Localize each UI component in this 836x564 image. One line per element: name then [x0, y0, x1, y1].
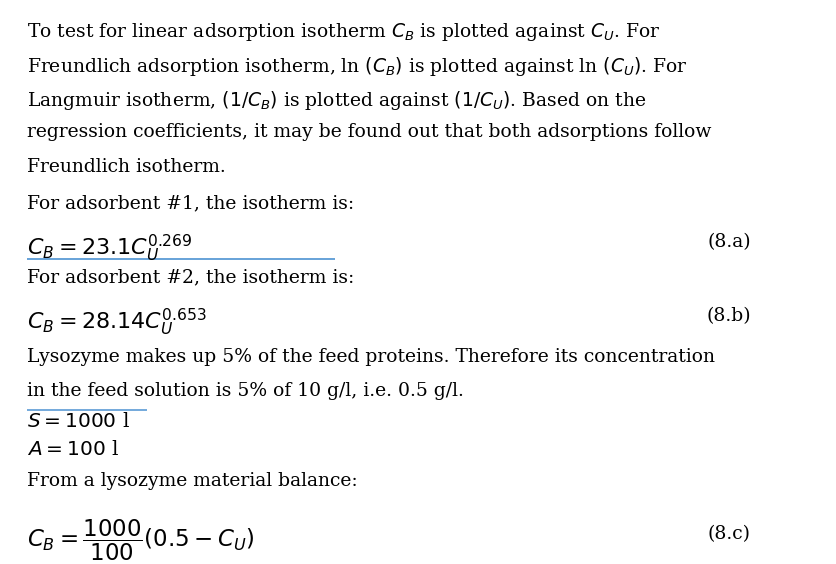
Text: For adsorbent #2, the isotherm is:: For adsorbent #2, the isotherm is: — [28, 268, 354, 287]
Text: Langmuir isotherm, $(1/C_B)$ is plotted against $(1/C_U)$. Based on the: Langmuir isotherm, $(1/C_B)$ is plotted … — [28, 89, 646, 112]
Text: $S = 1000$ l: $S = 1000$ l — [28, 412, 130, 431]
Text: $C_B = \dfrac{1000}{100}\left(0.5 - C_U\right)$: $C_B = \dfrac{1000}{100}\left(0.5 - C_U\… — [28, 518, 254, 563]
Text: Freundlich isotherm.: Freundlich isotherm. — [28, 157, 226, 175]
Text: $C_B = 23.1C_U^{0.269}$: $C_B = 23.1C_U^{0.269}$ — [28, 232, 192, 264]
Text: Lysozyme makes up 5% of the feed proteins. Therefore its concentration: Lysozyme makes up 5% of the feed protein… — [28, 348, 715, 365]
Text: $A = 100$ l: $A = 100$ l — [28, 440, 120, 459]
Text: From a lysozyme material balance:: From a lysozyme material balance: — [28, 472, 358, 490]
Text: in the feed solution is 5% of 10 g/l, i.e. 0.5 g/l.: in the feed solution is 5% of 10 g/l, i.… — [28, 382, 464, 400]
Text: (8.c): (8.c) — [707, 525, 750, 543]
Text: For adsorbent #1, the isotherm is:: For adsorbent #1, the isotherm is: — [28, 194, 354, 212]
Text: To test for linear adsorption isotherm $C_B$ is plotted against $C_U$. For: To test for linear adsorption isotherm $… — [28, 21, 660, 43]
Text: Freundlich adsorption isotherm, ln $(C_B)$ is plotted against ln $(C_U)$. For: Freundlich adsorption isotherm, ln $(C_B… — [28, 55, 687, 78]
Text: (8.a): (8.a) — [706, 232, 750, 250]
Text: (8.b): (8.b) — [706, 307, 750, 325]
Text: regression coefficients, it may be found out that both adsorptions follow: regression coefficients, it may be found… — [28, 124, 711, 142]
Text: $C_B = 28.14C_U^{0.653}$: $C_B = 28.14C_U^{0.653}$ — [28, 307, 207, 338]
